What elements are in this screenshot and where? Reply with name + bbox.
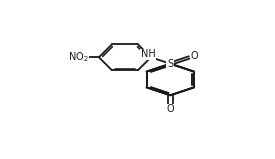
Text: S: S [167,59,174,69]
Text: NO$_2$: NO$_2$ [68,50,88,64]
Text: O: O [167,104,174,114]
Text: O: O [191,52,199,62]
Text: NH: NH [141,49,156,59]
